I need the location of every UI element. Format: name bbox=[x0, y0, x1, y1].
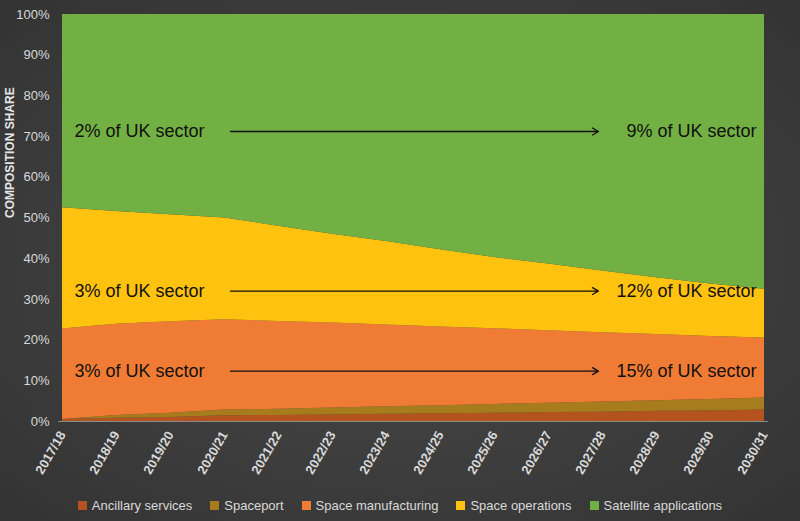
svg-text:3% of UK sector: 3% of UK sector bbox=[75, 281, 205, 301]
svg-text:COMPOSITION SHARE: COMPOSITION SHARE bbox=[3, 87, 17, 218]
html-text:Spaceport: Spaceport bbox=[224, 498, 284, 513]
svg-text:60%: 60% bbox=[23, 169, 49, 184]
svg-text:0%: 0% bbox=[31, 414, 50, 429]
svg-text:2018/19: 2018/19 bbox=[86, 429, 122, 477]
svg-text:2019/20: 2019/20 bbox=[140, 429, 176, 477]
svg-text:2017/18: 2017/18 bbox=[32, 429, 68, 477]
svg-text:2% of UK sector: 2% of UK sector bbox=[75, 121, 205, 141]
svg-text:10%: 10% bbox=[23, 373, 49, 388]
svg-text:9% of UK sector: 9% of UK sector bbox=[626, 121, 756, 141]
svg-text:2023/24: 2023/24 bbox=[356, 428, 393, 477]
svg-text:2025/26: 2025/26 bbox=[464, 429, 500, 477]
svg-text:2030/31: 2030/31 bbox=[734, 429, 770, 477]
html-text:Space operations: Space operations bbox=[470, 498, 572, 513]
svg-text:2027/28: 2027/28 bbox=[572, 429, 608, 477]
svg-text:2021/22: 2021/22 bbox=[248, 429, 284, 477]
svg-text:20%: 20% bbox=[23, 332, 49, 347]
svg-text:12% of UK sector: 12% of UK sector bbox=[616, 281, 756, 301]
html-text:Space manufacturing: Space manufacturing bbox=[315, 498, 439, 513]
svg-text:90%: 90% bbox=[23, 47, 49, 62]
svg-text:3% of UK sector: 3% of UK sector bbox=[75, 361, 205, 381]
svg-text:70%: 70% bbox=[23, 129, 49, 144]
svg-text:2028/29: 2028/29 bbox=[626, 429, 662, 477]
svg-text:30%: 30% bbox=[23, 292, 49, 307]
svg-text:2026/27: 2026/27 bbox=[518, 429, 554, 477]
html-text:Ancillary services: Ancillary services bbox=[91, 498, 193, 513]
svg-text:40%: 40% bbox=[23, 251, 49, 266]
svg-text:2022/23: 2022/23 bbox=[302, 429, 338, 477]
svg-text:2020/21: 2020/21 bbox=[194, 429, 230, 477]
svg-text:80%: 80% bbox=[23, 88, 49, 103]
svg-text:50%: 50% bbox=[23, 210, 49, 225]
svg-text:2024/25: 2024/25 bbox=[410, 429, 446, 477]
svg-text:2029/30: 2029/30 bbox=[680, 429, 716, 477]
svg-text:15% of UK sector: 15% of UK sector bbox=[616, 361, 756, 381]
svg-text:100%: 100% bbox=[16, 7, 50, 22]
html-text:Satellite applications: Satellite applications bbox=[603, 498, 723, 513]
